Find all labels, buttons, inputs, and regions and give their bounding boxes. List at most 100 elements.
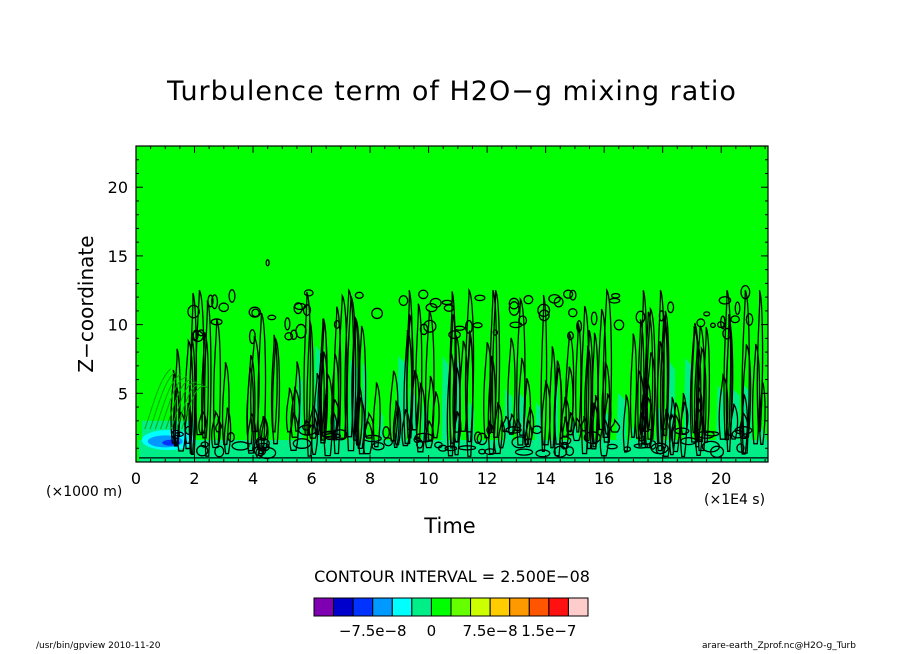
contour-cell (736, 443, 745, 453)
contour-cell (696, 318, 706, 328)
colorbar-tick-label: 0 (427, 622, 437, 640)
contour-line (540, 294, 548, 453)
contour-line (338, 293, 348, 439)
contour-line (589, 402, 599, 450)
contour-line (668, 413, 676, 432)
negative-plume (441, 355, 449, 446)
contour-cell (290, 329, 298, 340)
contour-cell (511, 436, 529, 449)
contour-cell (478, 448, 487, 455)
plot-area (136, 146, 768, 462)
contour-cell (332, 429, 348, 441)
contour-cell (473, 431, 483, 444)
contour-cell (383, 437, 394, 447)
x-tick-label: 18 (652, 469, 672, 488)
contour-line (246, 366, 255, 445)
contour-line (702, 326, 711, 443)
contour-cell (613, 319, 625, 331)
contour-line (175, 383, 203, 430)
plot-frame (135, 145, 769, 463)
contour-cell (293, 302, 303, 315)
contour-line (149, 370, 177, 430)
contour-cell (218, 302, 230, 313)
contour-line (250, 335, 260, 433)
contour-line (487, 355, 497, 455)
contour-line (602, 287, 613, 443)
contour-line (403, 329, 413, 445)
contour-line (351, 316, 359, 433)
colorbar-swatch (313, 597, 335, 617)
contour-cell (192, 329, 199, 341)
contour-line (170, 381, 198, 430)
y-tick-label: 10 (108, 316, 128, 335)
contour-cell (537, 303, 551, 317)
contour-cell (650, 442, 669, 455)
contour-cell (505, 426, 522, 434)
early-contours (144, 368, 208, 430)
contour-line (661, 408, 671, 457)
contour-cell (429, 297, 442, 309)
x-tick-label: 16 (594, 469, 614, 488)
contour-cell (214, 445, 225, 458)
contour-cell (265, 259, 270, 267)
contour-line (170, 369, 178, 444)
contour-line (389, 370, 399, 442)
contour-line (516, 296, 526, 446)
contour-cell (674, 427, 690, 435)
contour-line (344, 288, 355, 438)
contour-cell (508, 297, 520, 310)
colorbar-swatch (333, 597, 354, 617)
colorbar-swatch (489, 597, 511, 617)
contour-line (293, 361, 301, 432)
contour-line (695, 325, 706, 443)
contour-cell (443, 304, 455, 312)
contour-cell (211, 294, 219, 310)
contour-line (372, 382, 381, 448)
contour-cell (196, 445, 209, 457)
contour-cell (174, 431, 184, 437)
chart-title: Turbulence term of H2O−g mixing ratio (167, 76, 737, 107)
contour-line (270, 334, 278, 433)
contour-cell (227, 432, 235, 443)
x-tick-label: 14 (535, 469, 555, 488)
contour-line (302, 419, 312, 431)
contour-line (597, 308, 607, 431)
contour-cell (606, 443, 618, 450)
contour-cell (187, 304, 200, 319)
contour-line (541, 379, 551, 446)
x-tick-label: 10 (418, 469, 438, 488)
contour-cell (718, 296, 732, 305)
y-axis-label: Z−coordinate (74, 235, 98, 373)
contour-cell (302, 304, 312, 317)
contour-line (565, 333, 575, 432)
contour-cell (231, 441, 250, 451)
contour-cell (298, 424, 317, 436)
contour-cell (333, 319, 341, 329)
contour-line (751, 343, 761, 445)
contour-line (553, 360, 562, 457)
contour-cell (648, 440, 657, 450)
contour-cell (267, 314, 277, 321)
contour-cell (418, 289, 429, 300)
contour-cell (514, 448, 534, 456)
contour-cell (371, 442, 385, 451)
colorbar-tick-label: −7.5e−8 (339, 622, 407, 640)
y-axis-unit: (×1000 m) (46, 484, 123, 500)
contour-line (414, 303, 423, 440)
contour-cell (565, 446, 575, 457)
x-axis-label: Time (424, 514, 476, 538)
contour-line (523, 377, 532, 446)
x-tick-label: 2 (189, 469, 199, 488)
contour-line (622, 394, 630, 453)
contour-cell (210, 318, 223, 326)
contour-cell (508, 301, 520, 316)
contour-line (221, 361, 230, 446)
colorbar-swatch (450, 597, 472, 617)
contour-cell (423, 319, 437, 333)
contour-cell (371, 307, 384, 320)
contour-cell (323, 433, 342, 439)
contour-line (742, 343, 752, 438)
contour-cell (518, 315, 528, 326)
